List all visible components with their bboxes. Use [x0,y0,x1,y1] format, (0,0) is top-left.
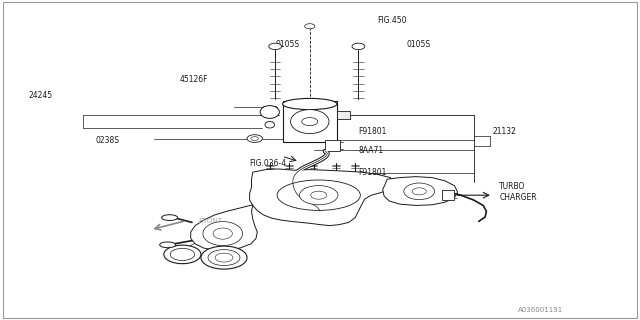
Text: TURBO
CHARGER: TURBO CHARGER [499,182,537,202]
Circle shape [269,43,282,50]
Ellipse shape [213,228,232,239]
Ellipse shape [170,248,195,260]
Ellipse shape [203,221,243,246]
Ellipse shape [282,98,337,109]
Ellipse shape [277,180,360,211]
Circle shape [352,43,365,50]
Polygon shape [191,205,257,250]
Ellipse shape [404,183,435,200]
Ellipse shape [215,253,233,262]
Text: 0238S: 0238S [96,136,120,145]
Bar [325,140,340,151]
Text: 24245: 24245 [29,92,53,100]
Ellipse shape [412,188,426,195]
Ellipse shape [201,246,247,269]
Ellipse shape [260,106,280,118]
Text: 0105S: 0105S [406,40,431,49]
Text: FIG.036-4: FIG.036-4 [250,159,287,168]
Text: 0105S: 0105S [275,40,300,49]
Ellipse shape [265,122,275,128]
Bar [283,101,337,142]
Ellipse shape [160,242,175,248]
Bar [337,111,349,119]
Circle shape [247,135,262,142]
Text: FIG.450: FIG.450 [378,16,407,25]
Text: A036001191: A036001191 [518,308,564,313]
Polygon shape [383,177,458,205]
Text: F91801: F91801 [358,168,387,177]
Text: 21132: 21132 [493,127,516,136]
Ellipse shape [162,215,178,220]
Ellipse shape [291,109,329,134]
Text: 45126F: 45126F [179,76,208,84]
Ellipse shape [302,117,317,125]
Text: FRONT: FRONT [198,218,222,224]
Circle shape [305,24,315,29]
Ellipse shape [311,191,327,199]
Ellipse shape [300,186,338,205]
Ellipse shape [208,250,240,266]
Text: 8AA71: 8AA71 [358,146,383,155]
Text: F91801: F91801 [358,127,387,136]
Polygon shape [250,169,394,226]
Circle shape [251,137,259,140]
Ellipse shape [164,245,201,264]
Bar [442,190,454,200]
